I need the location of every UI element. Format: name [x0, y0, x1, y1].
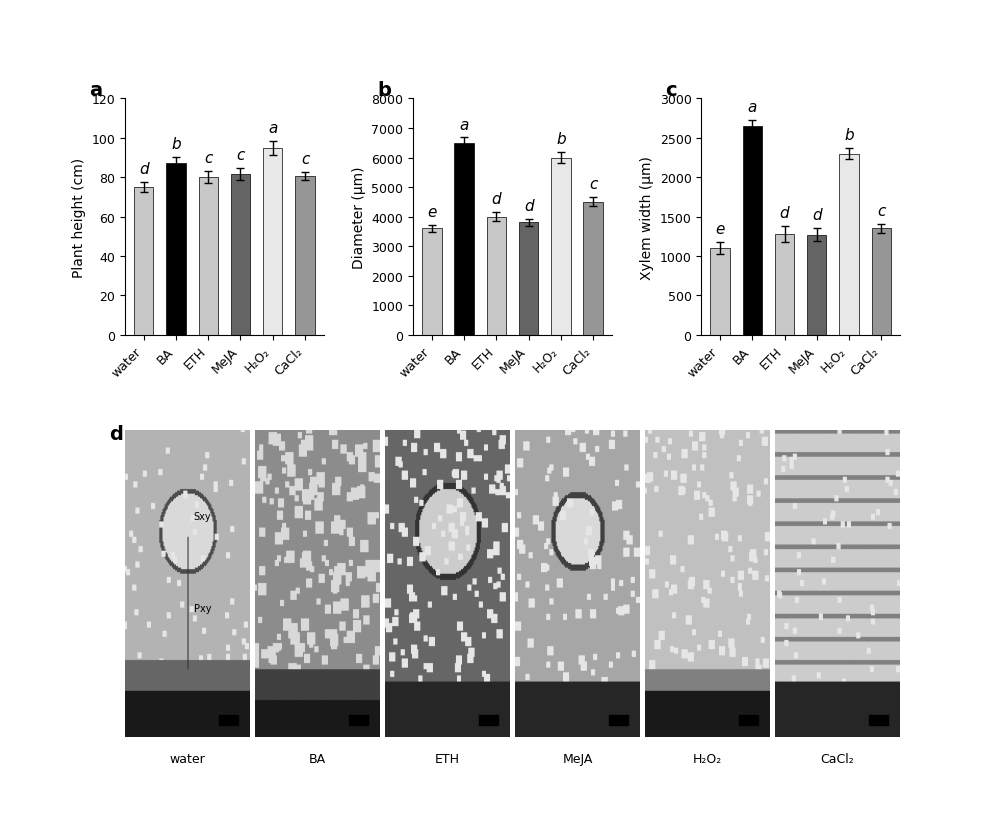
Bar — [422, 229, 442, 335]
Bar — [583, 203, 603, 335]
Text: b: b — [556, 132, 566, 147]
Bar — [551, 158, 571, 335]
Text: d: d — [139, 162, 149, 177]
Bar — [263, 148, 282, 335]
Text: d: d — [110, 424, 123, 443]
Bar — [519, 224, 538, 335]
Bar — [839, 154, 859, 335]
Text: d: d — [492, 192, 501, 207]
Text: b: b — [377, 80, 391, 99]
Bar — [710, 248, 730, 335]
Text: a: a — [89, 80, 102, 99]
Text: a: a — [459, 118, 469, 132]
Text: BA: BA — [309, 753, 326, 765]
Text: b: b — [844, 128, 854, 143]
Text: a: a — [268, 121, 277, 136]
Text: c: c — [877, 204, 885, 219]
Bar — [219, 715, 238, 724]
Text: c: c — [204, 152, 212, 166]
Bar — [479, 715, 498, 724]
Text: d: d — [780, 206, 789, 221]
Text: CaCl₂: CaCl₂ — [821, 753, 854, 765]
Bar — [295, 177, 315, 335]
Text: c: c — [236, 148, 245, 163]
Text: Pxy: Pxy — [194, 603, 211, 613]
Text: b: b — [171, 137, 181, 152]
Text: Sxy: Sxy — [194, 511, 211, 521]
Bar — [199, 178, 218, 335]
Text: c: c — [666, 80, 677, 99]
Text: d: d — [812, 208, 822, 224]
Bar — [869, 715, 888, 724]
Text: e: e — [427, 205, 437, 219]
Bar — [134, 188, 153, 335]
Y-axis label: Diameter (μm): Diameter (μm) — [352, 166, 366, 268]
Bar — [775, 234, 794, 335]
Bar — [454, 143, 474, 335]
Y-axis label: Plant height (cm): Plant height (cm) — [72, 157, 86, 277]
Bar — [743, 127, 762, 335]
Y-axis label: Xylem width (μm): Xylem width (μm) — [640, 156, 654, 279]
Bar — [872, 229, 891, 335]
Bar — [739, 715, 758, 724]
Bar — [487, 217, 506, 335]
Text: ETH: ETH — [435, 753, 460, 765]
Bar — [807, 235, 826, 335]
Text: a: a — [748, 99, 757, 115]
Text: MeJA: MeJA — [562, 753, 593, 765]
Bar — [609, 715, 628, 724]
Text: water: water — [170, 753, 205, 765]
Bar — [349, 715, 368, 724]
Bar — [231, 175, 250, 335]
Text: d: d — [524, 199, 533, 214]
Text: e: e — [715, 222, 725, 237]
Text: c: c — [301, 152, 309, 167]
Text: c: c — [589, 177, 597, 192]
Text: H₂O₂: H₂O₂ — [693, 753, 722, 765]
Bar — [166, 164, 186, 335]
